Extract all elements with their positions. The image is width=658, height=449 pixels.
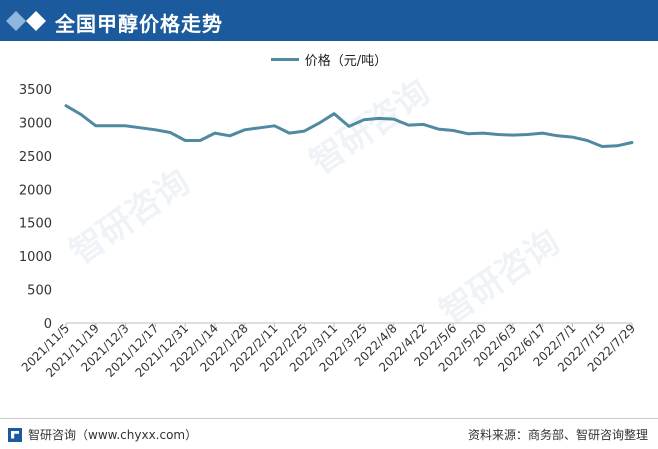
- y-tick-label: 2000: [19, 183, 52, 198]
- y-tick-label: 3000: [19, 116, 52, 131]
- legend-label: 价格（元/吨）: [304, 54, 388, 69]
- footer: 智研咨询（www.chyxx.com） 资料来源：商务部、智研咨询整理: [0, 418, 658, 449]
- legend-swatch: [270, 58, 299, 61]
- y-tick-label: 1000: [19, 250, 52, 265]
- chart-legend: 价格（元/吨）: [0, 50, 658, 69]
- title-bar: 全国甲醇价格走势: [0, 0, 658, 41]
- y-tick-label: 1500: [19, 217, 52, 232]
- y-tick-label: 0: [44, 317, 52, 332]
- page-title: 全国甲醇价格走势: [55, 12, 223, 36]
- line-chart: 05001000150020002500300035002021/11/5202…: [19, 83, 638, 380]
- footer-source-site: 智研咨询（www.chyxx.com）: [8, 426, 197, 443]
- y-tick-label: 500: [27, 284, 52, 299]
- y-tick-label: 3500: [19, 83, 52, 98]
- footer-data-source: 资料来源：商务部、智研咨询整理: [467, 428, 648, 442]
- footer-left-text: 智研咨询（www.chyxx.com）: [28, 428, 198, 442]
- y-tick-label: 2500: [19, 150, 52, 165]
- brand-logo-icon: [8, 427, 22, 442]
- series-line: [64, 104, 634, 148]
- diamond-icon: [6, 11, 46, 31]
